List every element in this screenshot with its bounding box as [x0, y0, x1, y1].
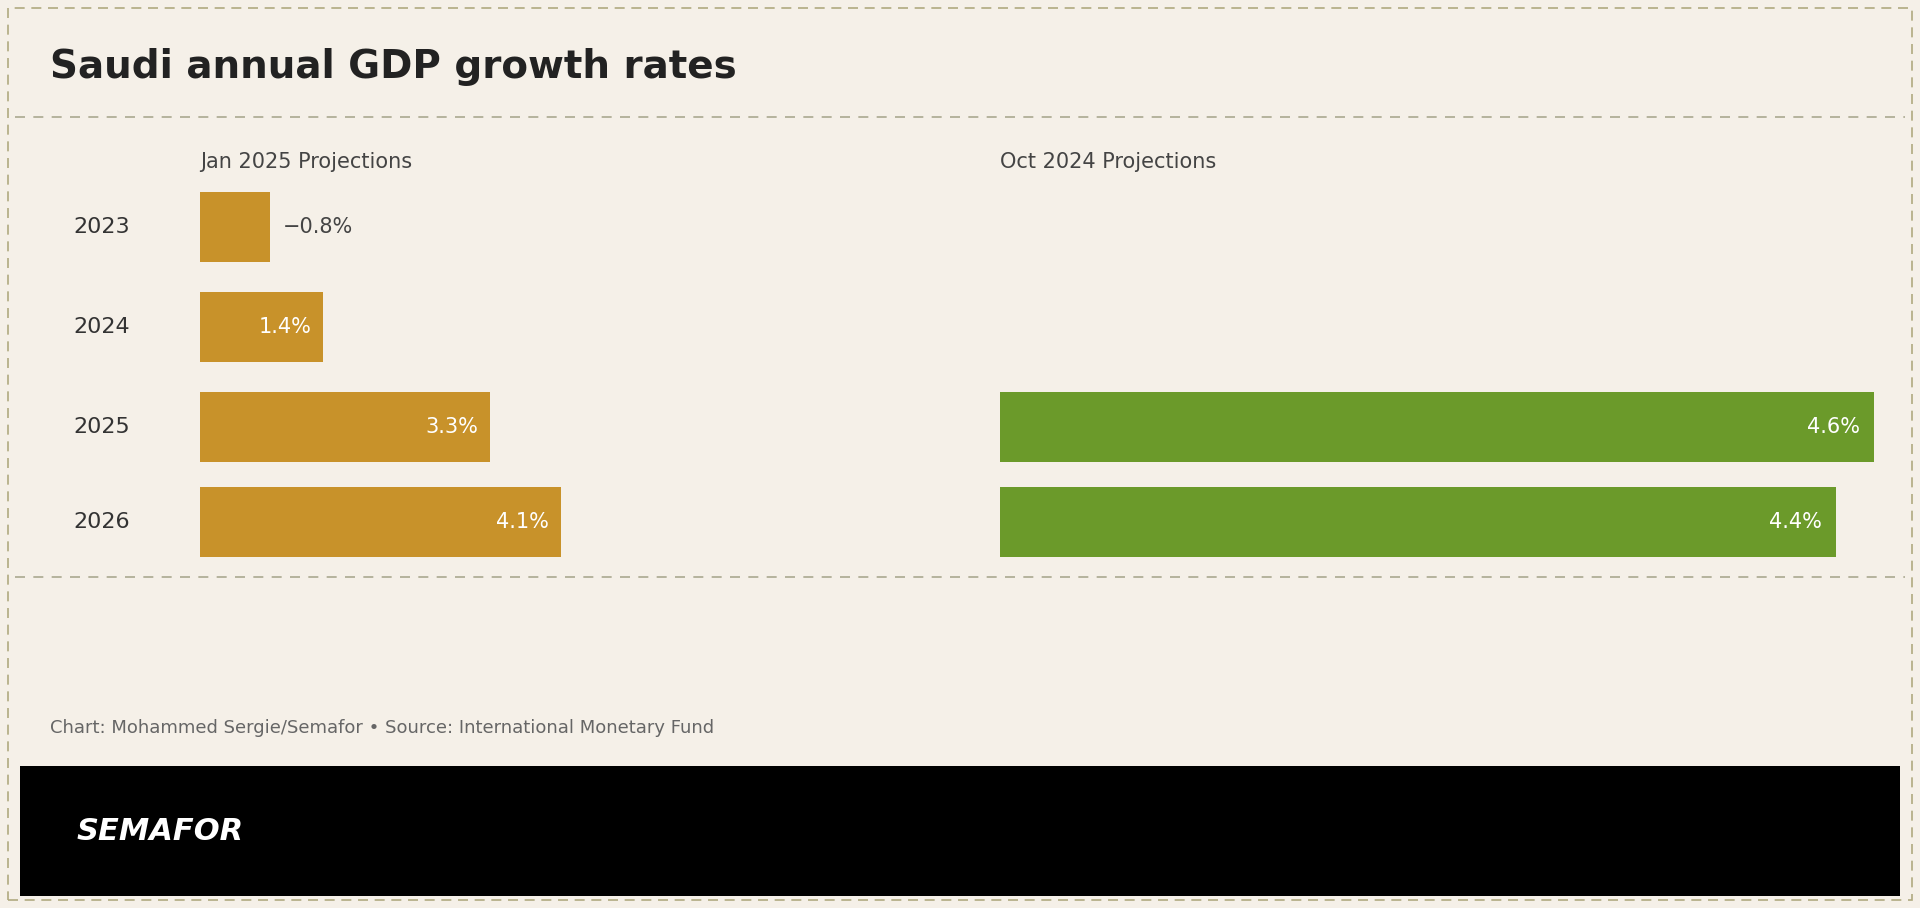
Text: 2026: 2026: [73, 512, 131, 532]
Text: 2024: 2024: [73, 317, 131, 337]
Text: 4.1%: 4.1%: [495, 512, 549, 532]
Text: Jan 2025 Projections: Jan 2025 Projections: [200, 152, 413, 172]
Text: Saudi annual GDP growth rates: Saudi annual GDP growth rates: [50, 48, 737, 86]
Bar: [200, 292, 323, 362]
Text: 3.3%: 3.3%: [426, 417, 478, 437]
Text: Chart: Mohammed Sergie/Semafor • Source: International Monetary Fund: Chart: Mohammed Sergie/Semafor • Source:…: [50, 719, 714, 737]
Bar: [1000, 392, 1874, 462]
Bar: [1000, 487, 1836, 557]
Bar: [200, 192, 271, 262]
Bar: [200, 392, 490, 462]
Text: 1.4%: 1.4%: [259, 317, 311, 337]
Text: 4.4%: 4.4%: [1768, 512, 1822, 532]
Text: 2023: 2023: [73, 217, 131, 237]
Text: SEMAFOR: SEMAFOR: [77, 816, 244, 845]
Text: 4.6%: 4.6%: [1807, 417, 1860, 437]
Text: −0.8%: −0.8%: [282, 217, 353, 237]
Text: 2025: 2025: [73, 417, 131, 437]
Bar: [200, 487, 561, 557]
Text: Oct 2024 Projections: Oct 2024 Projections: [1000, 152, 1215, 172]
